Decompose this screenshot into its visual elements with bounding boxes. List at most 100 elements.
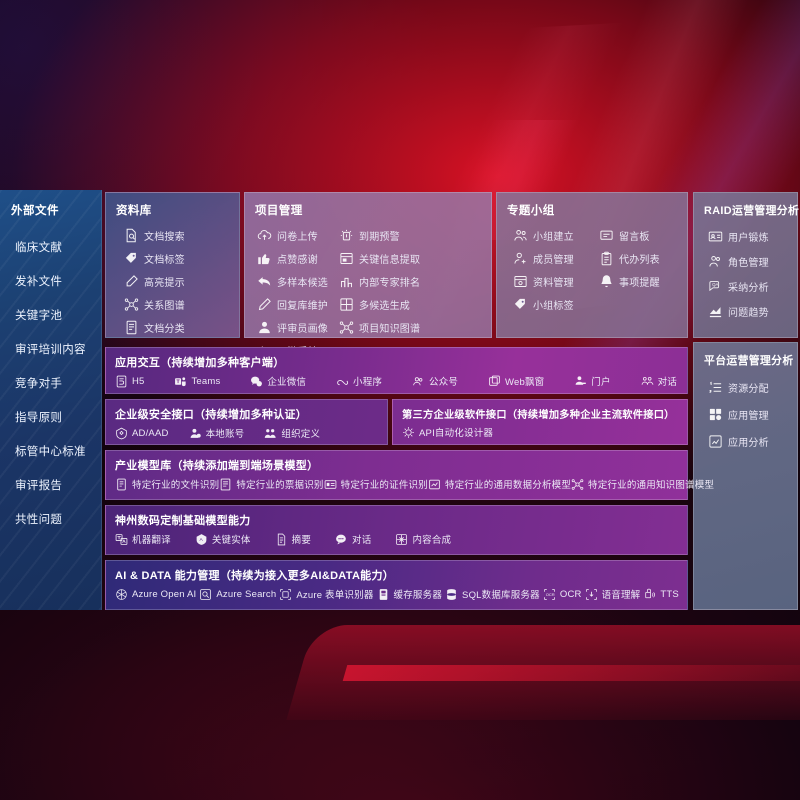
library-item-label: 文档标签 [144,255,185,266]
library-item-document-tag[interactable]: 文档标签 [124,247,239,270]
message-board-icon [599,228,614,243]
interaction-item-official-account[interactable]: 公众号 [412,374,458,388]
security-item-local-account[interactable]: 本地账号 [189,426,245,440]
aidata-item-label: 语音理解 [601,590,641,601]
library-item-document-search[interactable]: 文档搜索 [124,224,239,247]
basemodel-item-machine-translation[interactable]: 机器翻译 [115,532,171,546]
openai-icon [115,588,128,601]
team-item-event-reminder[interactable]: 事项提醒 [599,270,685,293]
team-item-todo-list[interactable]: 代办列表 [599,247,685,270]
interaction-item-miniprogram[interactable]: 小程序 [336,374,382,388]
interaction-item-dialog[interactable]: 对话 [641,374,677,388]
interaction-item-web-window[interactable]: Web飘窗 [488,374,544,388]
library-item-document-classify[interactable]: 文档分类 [124,316,239,339]
library-item-relation-graph[interactable]: 关系图谱 [124,293,239,316]
aidata-item-speech-understanding[interactable]: 语音理解 [585,587,641,601]
project-item-reviewer-profile[interactable]: 评审员画像 [257,316,339,339]
file-recognize-icon [115,478,128,491]
library-item-highlight[interactable]: 高亮提示 [124,270,239,293]
sidebar-item-guidelines[interactable]: 指导原则 [15,412,63,424]
industry-item-data-analysis-model[interactable]: 特定行业的通用数据分析模型 [428,477,571,491]
raid-item-user-training[interactable]: 用户锻炼 [708,224,797,249]
sidebar-item-common-issues[interactable]: 共性问题 [15,514,63,526]
raid-item-role-manage[interactable]: 角色管理 [708,249,797,274]
aidata-item-azure-openai[interactable]: Azure Open AI [115,588,196,601]
document-search-icon [124,228,139,243]
platform-item-app-manage[interactable]: 应用管理 [708,401,797,428]
panel-project-grid: 问卷上传 到期预警 点赞感谢 关键信息提取 多样本候选 内部专家排名 [245,218,491,362]
platform-item-resource-allocation[interactable]: 资源分配 [708,374,797,401]
raid-item-adoption-analysis[interactable]: QA 采纳分析 [708,274,797,299]
reply-arrow-icon [257,274,272,289]
interaction-item-portal[interactable]: 门户 [574,374,610,388]
chat-bubble-icon [335,533,348,546]
project-item-key-info-extract[interactable]: 关键信息提取 [339,247,421,270]
teams-icon [174,375,187,388]
search-box-icon [199,588,212,601]
form-recognizer-icon [279,588,292,601]
team-item-message-board[interactable]: 留言板 [599,224,685,247]
security-item-org-define[interactable]: 组织定义 [264,426,320,440]
sidebar-item-supplement-files[interactable]: 发补文件 [15,276,63,288]
project-item-thanks-like[interactable]: 点赞感谢 [257,247,339,270]
industry-item-receipt-recognition[interactable]: 特定行业的票据识别 [219,477,323,491]
sidebar-item-review-training[interactable]: 审评培训内容 [15,344,86,356]
team-item-material-manage[interactable]: 资料管理 [513,270,599,293]
sidebar-item-standards-center[interactable]: 标管中心标准 [15,446,86,458]
industry-item-knowledge-graph-model[interactable]: 特定行业的通用知识图谱模型 [571,477,714,491]
cloud-upload-icon [257,228,272,243]
aidata-item-sql-server[interactable]: SQL数据库服务器 [445,587,540,601]
project-item-project-knowledge-graph[interactable]: 项目知识图谱 [339,316,421,339]
sidebar-item-clinical-literature[interactable]: 临床文献 [15,242,63,254]
project-item-multi-sample-candidate[interactable]: 多样本候选 [257,270,339,293]
band-industry-items: 特定行业的文件识别 特定行业的票据识别 特定行业的证件识别 特定行业的通用数据分… [106,473,714,491]
basemodel-item-key-entity[interactable]: A 关键实体 [195,532,251,546]
interaction-item-teams[interactable]: Teams [174,375,220,388]
aidata-item-cache-server[interactable]: 缓存服务器 [377,587,443,601]
platform-item-label: 应用管理 [728,411,769,422]
basemodel-item-summary[interactable]: 摘要 [275,532,311,546]
wecom-icon [250,375,263,388]
interaction-item-h5[interactable]: H5 [115,375,145,388]
project-item-reply-library[interactable]: 回复库维护 [257,293,339,316]
thirdparty-item-api-designer[interactable]: API自动化设计器 [402,425,493,439]
project-item-internal-expert-ranking[interactable]: 内部专家排名 [339,270,421,293]
member-manage-icon [513,251,528,266]
project-item-expiry-warning[interactable]: 到期预警 [339,224,421,247]
tts-icon [643,588,656,601]
platform-item-app-analysis[interactable]: 应用分析 [708,428,797,455]
team-item-group-tag[interactable]: 小组标签 [513,293,599,316]
dialog-group-icon [641,375,654,388]
raid-item-label: 采纳分析 [728,283,769,294]
aidata-item-form-recognizer[interactable]: Azure 表单识别器 [279,587,373,601]
basemodel-item-label: 关键实体 [211,535,251,546]
basemodel-item-dialog[interactable]: 对话 [335,532,371,546]
project-item-label: 到期预警 [359,232,400,243]
basemodel-item-label: 机器翻译 [132,535,171,546]
aidata-item-tts[interactable]: TTS [643,588,679,601]
basemodel-item-content-synthesis[interactable]: 内容合成 [395,532,451,546]
sidebar-item-review-report[interactable]: 审评报告 [15,480,63,492]
security-item-ad-aad[interactable]: AD/AAD [115,427,169,440]
project-item-label: 关键信息提取 [359,255,421,266]
industry-item-file-recognition[interactable]: 特定行业的文件识别 [115,477,219,491]
aidata-item-azure-search[interactable]: Azure Search [199,588,276,601]
industry-item-label: 特定行业的票据识别 [236,480,324,491]
user-role-icon [708,254,723,269]
aidata-item-ocr[interactable]: OCR OCR [543,588,582,601]
industry-item-id-recognition[interactable]: 特定行业的证件识别 [324,477,428,491]
html5-icon [115,375,128,388]
industry-item-label: 特定行业的证件识别 [340,480,428,491]
team-item-member-manage[interactable]: 成员管理 [513,247,599,270]
sidebar-item-keyword-pool[interactable]: 关键字池 [15,310,63,322]
project-item-multi-candidate-gen[interactable]: 多候选生成 [339,293,421,316]
raid-item-issue-trend[interactable]: 问题趋势 [708,299,797,324]
project-item-label: 项目知识图谱 [359,324,421,335]
team-item-group-create[interactable]: 小组建立 [513,224,599,247]
project-item-questionnaire-upload[interactable]: 问卷上传 [257,224,339,247]
sidebar-item-competitors[interactable]: 竞争对手 [15,378,63,390]
interaction-item-wecom[interactable]: 企业微信 [250,374,306,388]
svg-text:QA: QA [712,282,718,287]
panel-team-title: 专题小组 [507,205,555,217]
